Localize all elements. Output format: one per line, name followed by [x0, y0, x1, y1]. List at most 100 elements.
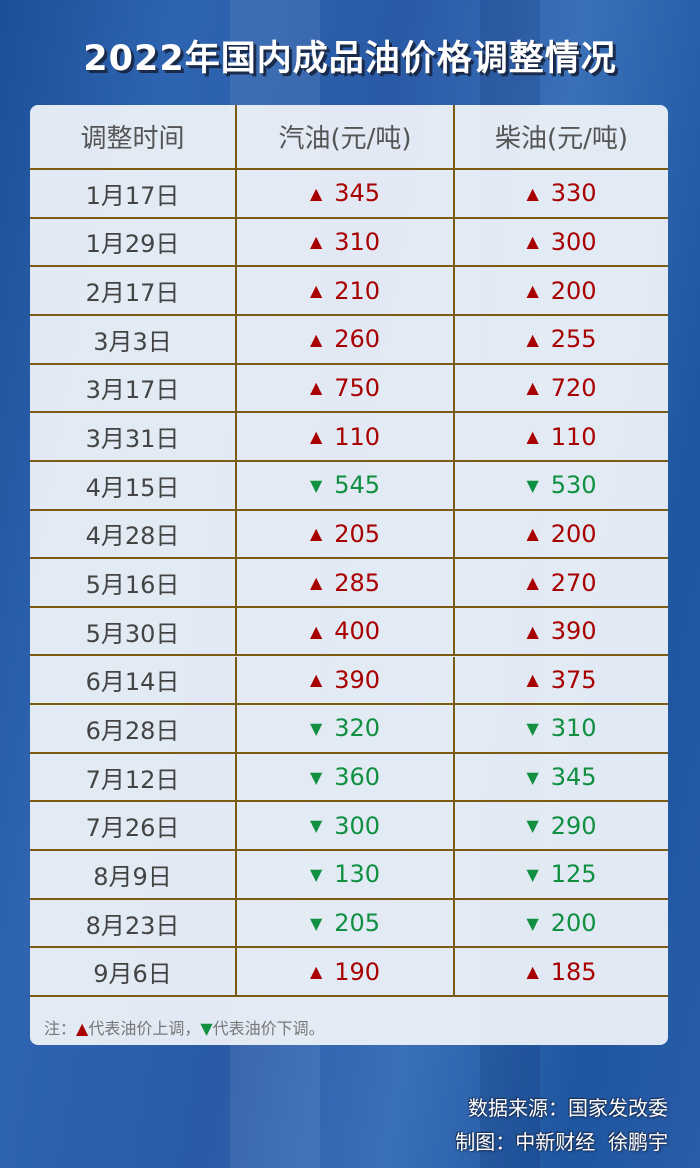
table-row: 4月15日 ▼ 545 ▼ 530: [30, 461, 668, 511]
cell-date: 3月31日: [30, 413, 237, 460]
up-arrow-icon: ▲: [526, 281, 539, 301]
table-row: 7月26日 ▼ 300 ▼ 290: [30, 802, 668, 852]
cell-gasoline: ▼ 130: [237, 851, 455, 898]
up-arrow-icon: ▲: [309, 962, 323, 982]
cell-gasoline: ▲ 205: [237, 510, 455, 558]
table-row: 3月3日 ▲ 260 ▲ 255: [30, 315, 668, 365]
value: 300: [334, 811, 381, 840]
cell-gasoline: ▲ 260: [237, 315, 455, 363]
value: 285: [334, 568, 381, 597]
value: 205: [334, 909, 381, 938]
up-arrow-icon: ▲: [526, 621, 539, 641]
cell-date: 6月28日: [30, 705, 237, 752]
cell-gasoline: ▲ 750: [237, 364, 455, 412]
cell-diesel: ▲ 270: [455, 559, 668, 606]
cell-gasoline: ▲ 310: [237, 218, 455, 266]
up-arrow-icon: ▲: [309, 183, 323, 203]
note-up-text: 代表油价上调，: [88, 1019, 201, 1038]
table-row: 6月14日 ▲ 390 ▲ 375: [30, 656, 668, 706]
cell-date: 3月17日: [30, 364, 237, 412]
up-arrow-icon: ▲: [309, 524, 323, 544]
cell-date: 9月6日: [30, 948, 237, 996]
value: 255: [550, 325, 597, 354]
header-diesel: 柴油(元/吨): [494, 124, 629, 154]
table-row: 3月31日 ▲ 110 ▲ 110: [30, 413, 668, 462]
down-arrow-icon: ▼: [526, 816, 539, 836]
value: 110: [550, 422, 597, 451]
down-arrow-icon: ▼: [200, 1019, 213, 1038]
table-row: 8月23日 ▼ 205 ▼ 200: [30, 899, 668, 949]
cell-diesel: ▲ 200: [455, 267, 668, 314]
price-table: 调整时间 汽油(元/吨) 柴油(元/吨) 1月17日 ▲ 345 ▲ 330 1月29日 ▲…: [30, 105, 668, 1045]
credit: 制图：中新财经 徐鹏宇: [455, 1130, 668, 1154]
up-arrow-icon: ▲: [309, 573, 323, 592]
data-source: 数据来源：国家发改委: [468, 1096, 668, 1120]
table-row: 1月29日 ▲ 310 ▲ 300: [30, 218, 668, 268]
cell-gasoline: ▲ 190: [237, 948, 455, 996]
table-row: 1月17日 ▲ 345 ▲ 330: [30, 170, 668, 219]
cell-date: 8月9日: [30, 851, 237, 898]
down-arrow-icon: ▼: [309, 718, 323, 738]
table-row: 5月30日 ▲ 400 ▲ 390: [30, 607, 668, 657]
down-arrow-icon: ▼: [526, 718, 539, 738]
value: 530: [550, 471, 597, 500]
value: 310: [550, 714, 597, 743]
cell-date: 1月17日: [30, 170, 237, 217]
value: 290: [550, 811, 597, 840]
legend-note: 注：▲代表油价上调，▼代表油价下调。: [44, 1015, 325, 1039]
down-arrow-icon: ▼: [309, 767, 323, 787]
cell-gasoline: ▼ 205: [237, 899, 455, 947]
value: 110: [334, 422, 381, 451]
table-header: 调整时间 汽油(元/吨) 柴油(元/吨): [30, 105, 668, 170]
value: 185: [550, 957, 597, 986]
cell-gasoline: ▲ 110: [237, 413, 455, 460]
up-arrow-icon: ▲: [526, 183, 539, 203]
table-row: 5月16日 ▲ 285 ▲ 270: [30, 559, 668, 608]
value: 345: [334, 179, 381, 208]
cell-diesel: ▲ 200: [455, 511, 668, 558]
cell-diesel: ▲ 390: [455, 608, 668, 655]
table-row: 8月9日 ▼ 130 ▼ 125: [30, 851, 668, 900]
value: 130: [334, 860, 381, 889]
cell-diesel: ▼ 200: [455, 900, 668, 947]
cell-date: 6月14日: [30, 656, 237, 704]
cell-diesel: ▼ 310: [455, 705, 668, 752]
up-arrow-icon: ▲: [309, 281, 323, 301]
cell-diesel: ▲ 185: [455, 948, 668, 995]
note-down-text: 代表油价下调。: [212, 1019, 325, 1038]
cell-diesel: ▲ 110: [455, 413, 668, 460]
down-arrow-icon: ▼: [309, 913, 323, 933]
cell-date: 5月30日: [30, 607, 237, 655]
cell-diesel: ▲ 330: [455, 170, 668, 217]
cell-gasoline: ▼ 545: [237, 461, 455, 509]
up-arrow-icon: ▲: [76, 1019, 89, 1038]
cell-gasoline: ▲ 210: [237, 267, 455, 314]
value: 330: [550, 179, 597, 208]
up-arrow-icon: ▲: [526, 232, 539, 252]
down-arrow-icon: ▼: [309, 475, 323, 495]
value: 200: [550, 909, 597, 938]
cell-diesel: ▼ 345: [455, 754, 668, 801]
value: 720: [550, 373, 597, 402]
table-row: 9月6日 ▲ 190 ▲ 185: [30, 948, 668, 998]
up-arrow-icon: ▲: [309, 621, 323, 641]
cell-gasoline: ▲ 390: [237, 656, 455, 704]
value: 125: [550, 860, 597, 889]
table-row: 6月28日 ▼ 320 ▼ 310: [30, 705, 668, 754]
down-arrow-icon: ▼: [526, 475, 539, 495]
up-arrow-icon: ▲: [526, 573, 539, 592]
cell-date: 7月26日: [30, 802, 237, 850]
cell-diesel: ▲ 375: [455, 657, 668, 704]
value: 260: [334, 325, 381, 354]
cell-diesel: ▲ 255: [455, 316, 668, 363]
header-date: 调整时间: [30, 105, 237, 168]
cell-date: 2月17日: [30, 267, 237, 314]
up-arrow-icon: ▲: [526, 329, 539, 349]
note-prefix: 注：: [44, 1019, 77, 1038]
cell-date: 7月12日: [30, 753, 237, 801]
value: 390: [334, 665, 381, 694]
cell-diesel: ▲ 300: [455, 219, 668, 266]
cell-diesel: ▲ 720: [455, 365, 668, 412]
value: 200: [550, 519, 597, 548]
down-arrow-icon: ▼: [309, 864, 323, 884]
